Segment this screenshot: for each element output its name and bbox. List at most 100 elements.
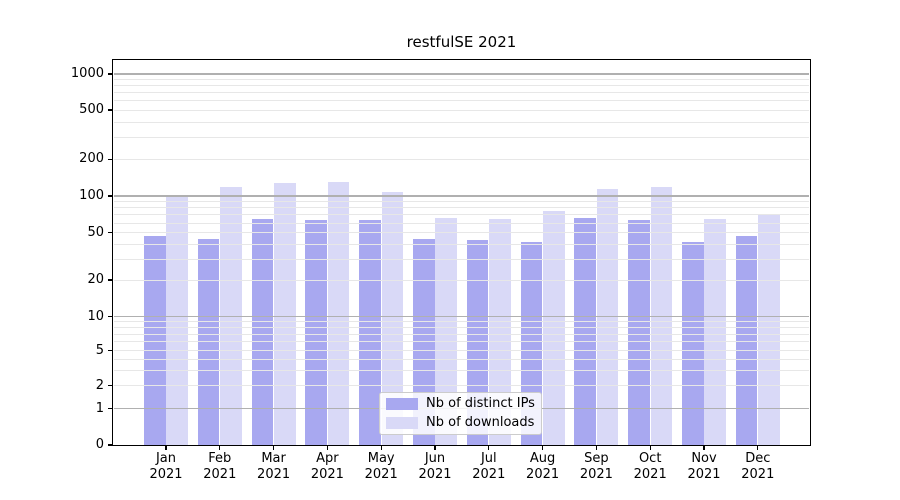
y-tick-20 bbox=[108, 279, 113, 281]
bar-downloads-dec-2021 bbox=[758, 214, 780, 445]
x-tick-aug-2021 bbox=[542, 445, 544, 451]
y-gridline-minor-80 bbox=[113, 207, 810, 209]
y-gridline-major-10 bbox=[113, 315, 810, 318]
y-tick-label-2: 2 bbox=[95, 377, 104, 393]
y-gridline-minor-3 bbox=[113, 369, 810, 371]
y-tick-10 bbox=[108, 315, 113, 318]
bar-downloads-jun-2021 bbox=[435, 218, 457, 445]
y-gridline-minor-900 bbox=[113, 78, 810, 80]
x-tick-dec-2021 bbox=[757, 445, 759, 451]
bar-downloads-may-2021 bbox=[381, 191, 404, 445]
legend-label-downloads: Nb of downloads bbox=[426, 414, 535, 430]
bar-ips-oct-2021 bbox=[628, 220, 650, 445]
x-tick-jul-2021 bbox=[488, 445, 490, 451]
y-gridline-minor-2 bbox=[113, 385, 810, 387]
bar-downloads-jan-2021 bbox=[166, 194, 188, 445]
x-tick-label-sep-2021: Sep 2021 bbox=[579, 451, 613, 482]
x-tick-mar-2021 bbox=[273, 445, 275, 451]
chart-title: restfulSE 2021 bbox=[406, 33, 517, 51]
plot-area-border bbox=[112, 59, 811, 446]
x-tick-label-jan-2021: Jan 2021 bbox=[149, 451, 183, 482]
x-tick-sep-2021 bbox=[595, 445, 597, 451]
y-gridline-minor-90 bbox=[113, 201, 810, 203]
legend-swatch-downloads bbox=[386, 416, 418, 429]
legend-label-distinct-ips: Nb of distinct IPs bbox=[426, 396, 535, 412]
bar-ips-dec-2021 bbox=[735, 235, 758, 445]
bar-downloads-nov-2021 bbox=[704, 218, 726, 445]
legend-swatch-distinct-ips bbox=[386, 398, 418, 411]
bar-ips-apr-2021 bbox=[305, 220, 327, 445]
y-tick-2 bbox=[108, 385, 113, 387]
y-gridline-minor-7 bbox=[113, 333, 810, 335]
y-gridline-minor-300 bbox=[113, 136, 810, 138]
y-gridline-minor-60 bbox=[113, 222, 810, 224]
bar-downloads-jul-2021 bbox=[489, 218, 511, 445]
y-gridline-minor-50 bbox=[113, 232, 810, 234]
x-tick-oct-2021 bbox=[649, 445, 651, 451]
y-tick-1 bbox=[108, 408, 113, 410]
y-gridline-minor-800 bbox=[113, 85, 810, 87]
y-tick-label-0: 0 bbox=[95, 437, 104, 452]
x-tick-nov-2021 bbox=[703, 445, 705, 451]
bar-ips-nov-2021 bbox=[682, 241, 704, 445]
y-gridline-minor-40 bbox=[113, 243, 810, 245]
x-tick-label-aug-2021: Aug 2021 bbox=[526, 451, 560, 482]
y-gridline-minor-5 bbox=[113, 350, 810, 352]
x-tick-label-mar-2021: Mar 2021 bbox=[257, 451, 291, 482]
legend: Nb of distinct IPs Nb of downloads bbox=[379, 392, 542, 435]
y-tick-5 bbox=[108, 350, 113, 352]
y-tick-0 bbox=[108, 444, 113, 446]
bar-downloads-feb-2021 bbox=[220, 186, 242, 445]
x-tick-label-jun-2021: Jun 2021 bbox=[418, 451, 452, 482]
y-tick-200 bbox=[108, 158, 113, 160]
bar-ips-sep-2021 bbox=[574, 218, 596, 445]
y-tick-100 bbox=[108, 195, 113, 197]
y-tick-label-20: 20 bbox=[87, 272, 104, 287]
y-tick-50 bbox=[108, 232, 113, 234]
x-tick-feb-2021 bbox=[219, 445, 221, 451]
x-tick-may-2021 bbox=[380, 445, 382, 451]
y-gridline-minor-4 bbox=[113, 358, 810, 360]
x-tick-label-oct-2021: Oct 2021 bbox=[633, 451, 667, 482]
bar-ips-mar-2021 bbox=[251, 218, 274, 445]
y-tick-label-1000: 1000 bbox=[70, 66, 104, 81]
y-tick-label-50: 50 bbox=[87, 224, 104, 240]
y-gridline-minor-70 bbox=[113, 214, 810, 216]
y-tick-label-100: 100 bbox=[79, 188, 104, 203]
y-gridline-minor-8 bbox=[113, 327, 810, 329]
y-tick-label-500: 500 bbox=[79, 102, 104, 117]
bar-ips-jan-2021 bbox=[144, 235, 166, 445]
y-gridline-minor-500 bbox=[113, 109, 810, 111]
x-tick-label-jul-2021: Jul 2021 bbox=[472, 451, 506, 482]
y-gridline-minor-9 bbox=[113, 321, 810, 323]
x-tick-label-apr-2021: Apr 2021 bbox=[310, 451, 344, 482]
x-tick-jan-2021 bbox=[165, 445, 167, 451]
y-gridline-minor-700 bbox=[113, 92, 810, 94]
y-tick-label-1: 1 bbox=[95, 400, 104, 416]
x-tick-label-feb-2021: Feb 2021 bbox=[203, 451, 237, 482]
y-gridline-minor-600 bbox=[113, 100, 810, 102]
y-gridline-minor-200 bbox=[113, 158, 810, 160]
legend-entry-distinct-ips: Nb of distinct IPs bbox=[386, 396, 535, 413]
y-tick-label-10: 10 bbox=[87, 308, 104, 324]
y-gridline-minor-20 bbox=[113, 279, 810, 281]
x-tick-label-dec-2021: Dec 2021 bbox=[741, 451, 775, 482]
y-gridline-major-100 bbox=[113, 195, 810, 197]
y-tick-label-200: 200 bbox=[79, 151, 104, 167]
x-tick-label-may-2021: May 2021 bbox=[364, 451, 398, 482]
x-tick-label-nov-2021: Nov 2021 bbox=[687, 451, 721, 482]
x-tick-apr-2021 bbox=[326, 445, 328, 451]
bar-downloads-apr-2021 bbox=[327, 182, 350, 445]
bar-ips-may-2021 bbox=[359, 220, 381, 445]
bar-downloads-mar-2021 bbox=[274, 182, 296, 445]
y-tick-1000 bbox=[108, 73, 113, 75]
y-gridline-major-1000 bbox=[113, 73, 810, 75]
y-tick-500 bbox=[108, 109, 113, 111]
y-gridline-minor-6 bbox=[113, 341, 810, 343]
legend-entry-downloads: Nb of downloads bbox=[386, 415, 535, 432]
y-gridline-minor-30 bbox=[113, 258, 810, 260]
x-tick-jun-2021 bbox=[434, 445, 436, 451]
y-tick-label-5: 5 bbox=[95, 342, 104, 358]
y-gridline-minor-400 bbox=[113, 121, 810, 123]
